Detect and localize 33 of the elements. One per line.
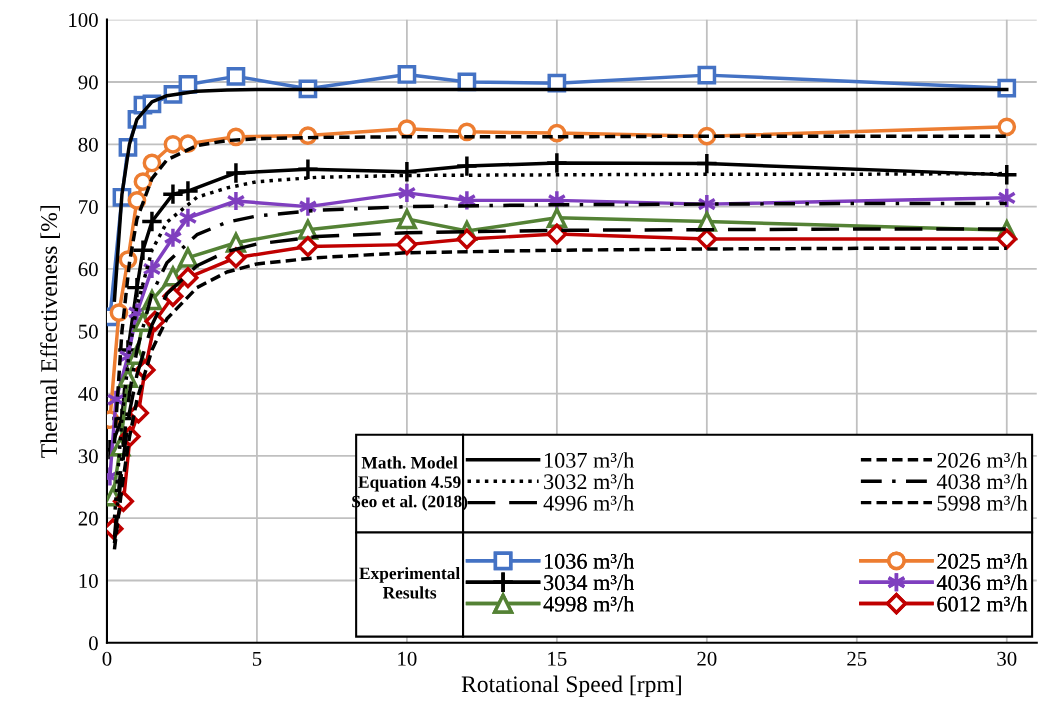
y-tick-label: 70 xyxy=(79,199,98,215)
legend-label: 3034 m³/h xyxy=(544,574,635,591)
legend-label: 4038 m³/h xyxy=(936,473,1028,490)
x-tick-label: 0 xyxy=(102,651,112,666)
y-tick-label: 10 xyxy=(79,573,98,588)
x-axis-title: Rotational Speed [rpm] xyxy=(461,675,681,698)
y-axis-title: Thermal Effectiveness [%] xyxy=(40,206,60,458)
x-tick-label: 25 xyxy=(847,651,867,666)
legend-label: 6012 m³/h xyxy=(937,595,1028,612)
legend-label: 4036 m³/h xyxy=(936,574,1028,591)
y-tick-label: 50 xyxy=(79,324,98,339)
legend-label: 4998 m³/h xyxy=(543,595,635,612)
y-tick-label: 20 xyxy=(78,511,98,526)
y-tick-label: 100 xyxy=(69,13,98,28)
x-tick-label: 5 xyxy=(252,651,262,666)
y-tick-label: 60 xyxy=(78,262,98,277)
y-tick-label: 40 xyxy=(78,386,98,401)
legend-label: 2025 m³/h xyxy=(937,553,1028,569)
x-tick-label: 15 xyxy=(548,651,567,666)
legend-label: 3032 m³/h xyxy=(544,473,635,490)
x-tick-label: 20 xyxy=(697,651,717,666)
legend-label: 1037 m³/h xyxy=(545,452,635,468)
x-tick-label: 10 xyxy=(398,651,417,666)
y-tick-label: 0 xyxy=(89,636,98,651)
annotation: Experimental Results xyxy=(359,567,460,599)
legend-label: 5998 m³/h xyxy=(937,495,1028,511)
legend-label: 2026 m³/h xyxy=(937,452,1028,468)
x-tick-label: 30 xyxy=(997,651,1017,666)
y-tick-label: 90 xyxy=(78,75,98,90)
y-tick-label: 80 xyxy=(78,137,98,152)
legend-label: 4996 m³/h xyxy=(543,495,635,511)
y-tick-label: 30 xyxy=(78,449,98,464)
legend-label: 1036 m³/h xyxy=(545,553,635,569)
